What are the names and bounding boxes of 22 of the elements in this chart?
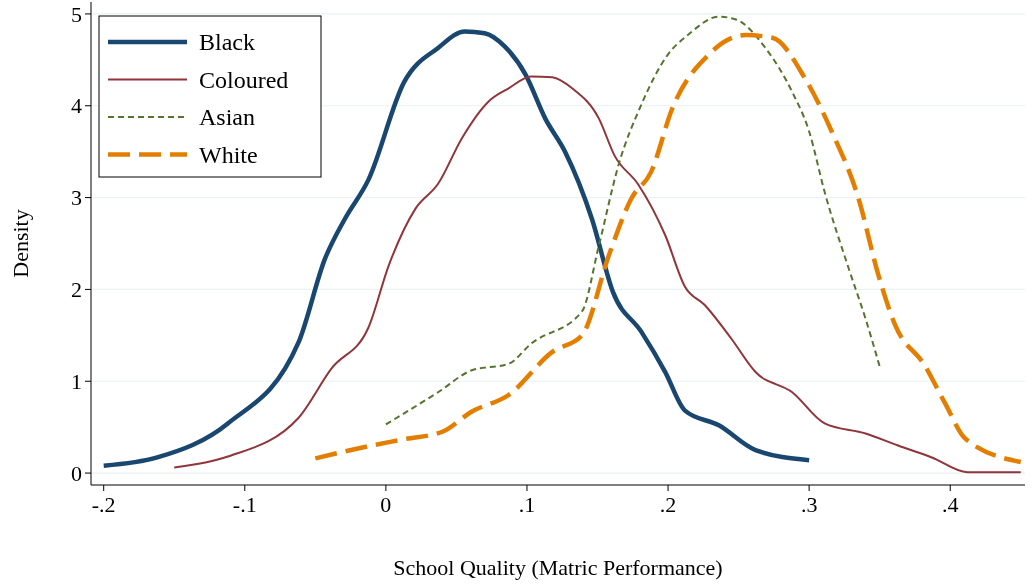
legend-label: Coloured [199, 66, 289, 93]
x-tick-label: 0 [380, 492, 392, 517]
y-tick-label: 3 [71, 185, 82, 211]
legend-label: White [199, 141, 258, 168]
y-tick-label: 5 [71, 1, 82, 27]
legend-label: Asian [199, 104, 255, 131]
x-tick-label: .3 [800, 492, 818, 517]
y-tick-label: 4 [71, 93, 82, 119]
x-tick-label: -.1 [232, 492, 257, 517]
line-series [384, 15, 881, 426]
line-series [101, 29, 812, 468]
y-axis-title: Density [8, 209, 33, 278]
x-tick-label: .4 [941, 492, 959, 517]
y-tick-label: 0 [71, 460, 82, 486]
line-series [313, 32, 1024, 465]
x-tick-label: -.2 [91, 492, 116, 517]
x-tick-label: .2 [659, 492, 677, 517]
x-tick-label: .1 [518, 492, 536, 517]
y-tick-label: 2 [71, 277, 82, 303]
legend-label: Black [199, 29, 255, 56]
x-axis-title: School Quality (Matric Performance) [393, 555, 723, 580]
y-tick-label: 1 [71, 368, 82, 394]
